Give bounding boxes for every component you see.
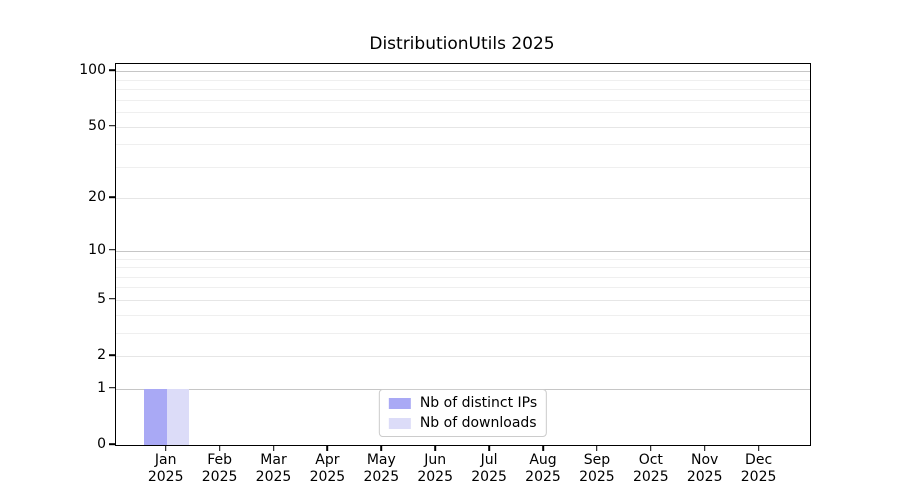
- x-tick-label: Oct 2025: [632, 452, 669, 485]
- plot-area: Nb of distinct IPs Nb of downloads: [115, 63, 811, 446]
- major-gridline: [116, 198, 810, 200]
- y-tick-label: 100: [79, 62, 106, 79]
- x-tick-mark: [272, 446, 275, 451]
- major-gridline: [116, 71, 810, 73]
- x-tick-mark: [434, 446, 436, 451]
- x-tick-mark: [326, 446, 329, 451]
- minor-gridline: [116, 258, 810, 260]
- minor-gridline: [116, 99, 810, 101]
- chart-title: DistributionUtils 2025: [369, 34, 555, 54]
- x-tick-mark: [164, 446, 167, 451]
- minor-gridline: [116, 276, 810, 278]
- y-tick-label: 1: [97, 379, 106, 396]
- legend-label-distinct-ips: Nb of distinct IPs: [419, 395, 538, 411]
- x-tick-mark: [380, 446, 383, 451]
- x-tick-label: Jan 2025: [147, 452, 184, 485]
- minor-gridline: [116, 79, 810, 81]
- x-tick-label: Apr 2025: [309, 452, 346, 485]
- legend-item-downloads: Nb of downloads: [388, 415, 537, 431]
- y-tick-label: 20: [88, 189, 106, 206]
- legend-label-downloads: Nb of downloads: [419, 415, 537, 431]
- y-tick-label: 5: [97, 290, 106, 307]
- x-tick-mark: [488, 446, 490, 451]
- downloads-swatch: [388, 417, 411, 429]
- x-tick-label: May 2025: [363, 452, 400, 485]
- x-tick-label: Feb 2025: [201, 452, 238, 485]
- major-gridline: [116, 299, 810, 301]
- minor-gridline: [116, 144, 810, 146]
- major-gridline: [116, 250, 810, 252]
- x-tick-mark: [596, 446, 598, 451]
- x-tick-label: Sep 2025: [579, 452, 615, 485]
- minor-gridline: [116, 332, 810, 334]
- distinct-ips-swatch: [388, 397, 411, 409]
- x-tick-label: Jul 2025: [471, 452, 507, 485]
- x-tick-label: Jun 2025: [417, 452, 453, 485]
- x-tick-label: Aug 2025: [525, 452, 561, 485]
- y-tick-label: 10: [88, 241, 106, 258]
- minor-gridline: [116, 166, 810, 168]
- minor-gridline: [116, 112, 810, 113]
- x-tick-mark: [218, 446, 221, 451]
- bar-downloads: [166, 388, 190, 445]
- bar-distinct-ips: [144, 388, 167, 445]
- x-tick-mark: [542, 446, 544, 451]
- x-tick-label: Nov 2025: [686, 452, 723, 485]
- minor-gridline: [116, 314, 810, 316]
- x-tick-label: Dec 2025: [740, 452, 777, 485]
- minor-gridline: [116, 89, 810, 90]
- x-tick-mark: [703, 446, 706, 451]
- minor-gridline: [116, 287, 810, 289]
- major-gridline: [116, 126, 810, 128]
- y-tick-label: 50: [88, 117, 106, 134]
- y-tick-label: 2: [97, 347, 106, 363]
- x-tick-mark: [650, 446, 652, 451]
- legend: Nb of distinct IPs Nb of downloads: [378, 389, 548, 437]
- x-tick-mark: [757, 446, 760, 451]
- bars: [116, 64, 810, 445]
- legend-item-distinct-ips: Nb of distinct IPs: [388, 395, 538, 411]
- major-gridline: [116, 356, 810, 357]
- x-tick-label: Mar 2025: [255, 452, 292, 485]
- minor-gridline: [116, 267, 810, 268]
- y-tick-label: 0: [97, 436, 106, 452]
